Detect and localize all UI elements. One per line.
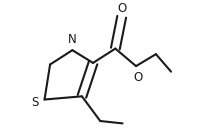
Text: O: O bbox=[134, 71, 143, 84]
Text: S: S bbox=[31, 96, 39, 109]
Text: O: O bbox=[117, 2, 126, 15]
Text: N: N bbox=[68, 33, 77, 46]
